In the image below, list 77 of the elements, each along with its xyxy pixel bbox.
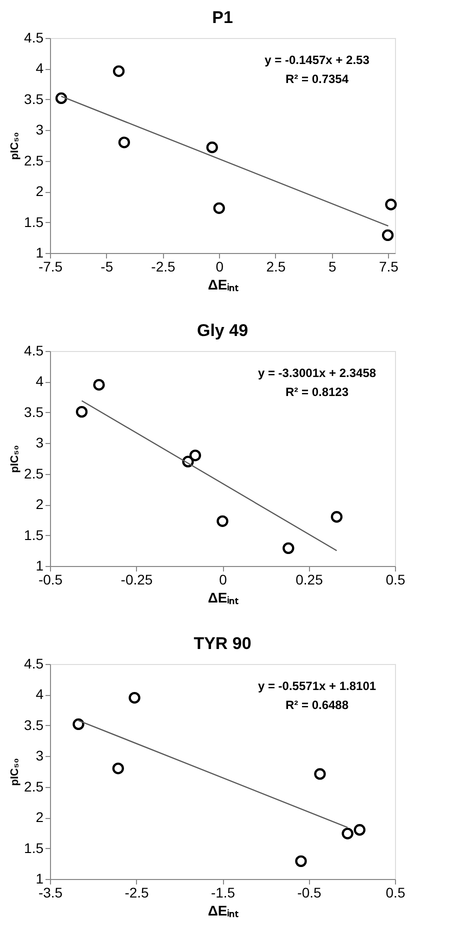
- y-tick-label: 2: [36, 496, 44, 512]
- x-tick-label: 0.5: [386, 884, 406, 900]
- point: [189, 450, 202, 462]
- point: [118, 136, 130, 148]
- point: [330, 511, 343, 523]
- point: [295, 855, 307, 868]
- y-tick-label: 4.5: [24, 342, 44, 358]
- point: [314, 768, 326, 780]
- x-tick-label: -1.5: [210, 884, 236, 900]
- y-tick-label: 3.5: [24, 404, 44, 420]
- chart-title: Gly 49: [196, 321, 248, 340]
- point: [385, 198, 397, 210]
- x-tick-label: 0: [219, 572, 228, 588]
- x-tick-label: 0.5: [386, 572, 406, 588]
- x-tick-label: 7.5: [379, 258, 399, 274]
- annotation: y = -0.1457x + 2.53: [264, 53, 370, 67]
- point: [55, 92, 68, 104]
- chart-title: P1: [212, 8, 233, 27]
- x-tick-label: 0.25: [296, 572, 324, 588]
- x-tick-label: -0.5: [297, 884, 322, 900]
- y-tick-label: 3.5: [24, 90, 44, 107]
- y-axis-title: pIC₅₀: [9, 132, 22, 160]
- x-tick-label: -0.5: [38, 572, 63, 588]
- point: [382, 229, 394, 242]
- x-tick-label: 0: [216, 258, 224, 274]
- x-tick-label: -2.5: [151, 258, 176, 274]
- y-tick-label: 3.5: [24, 716, 44, 733]
- y-tick-label: 4: [36, 686, 44, 702]
- y-tick-label: 1.5: [24, 214, 44, 230]
- x-tick-label: -5: [100, 258, 114, 274]
- y-tick-label: 3: [36, 122, 44, 138]
- point: [342, 828, 354, 840]
- point: [216, 515, 228, 527]
- x-tick-label: -0.25: [120, 572, 153, 588]
- y-tick-label: 3: [36, 434, 44, 451]
- point: [76, 406, 88, 418]
- x-tick-label: 2.5: [266, 258, 286, 274]
- y-axis-title: pIC₅₀: [9, 758, 22, 786]
- x-axis-title: ΔEᵢₙₜ: [208, 902, 240, 918]
- y-tick-label: 1: [36, 870, 44, 886]
- x-tick-label: -2.5: [124, 884, 150, 900]
- x-axis-title: ΔEᵢₙₜ: [208, 590, 240, 606]
- chart-title: TYR 90: [194, 634, 252, 653]
- point: [182, 456, 194, 468]
- annotation: y = -0.5571x + 1.8101: [258, 679, 376, 693]
- point: [72, 718, 84, 730]
- y-axis-title: pIC₅₀: [9, 445, 22, 473]
- annotation: y = -3.3001x + 2.3458: [258, 366, 376, 380]
- point: [112, 762, 124, 774]
- y-tick-label: 2: [36, 809, 44, 826]
- x-tick-label: -3.5: [38, 884, 63, 900]
- point: [282, 542, 294, 554]
- y-tick-label: 3: [36, 748, 44, 764]
- y-tick-label: 1: [36, 558, 44, 574]
- y-tick-label: 1.5: [24, 840, 44, 856]
- y-tick-label: 2: [36, 183, 44, 200]
- point: [213, 202, 225, 214]
- point: [206, 142, 218, 154]
- y-tick-label: 4.5: [24, 30, 44, 46]
- y-tick-label: 2.5: [24, 152, 44, 168]
- point: [354, 824, 366, 836]
- y-tick-label: 4: [36, 60, 44, 76]
- y-tick-label: 2.5: [24, 465, 44, 482]
- y-tick-label: 2.5: [24, 778, 44, 794]
- x-tick-label: -7.5: [38, 258, 63, 274]
- point: [128, 692, 140, 704]
- y-tick-label: 4: [36, 373, 44, 390]
- point: [93, 378, 105, 391]
- y-tick-label: 1.5: [24, 526, 44, 543]
- annotation: R² = 0.6488: [285, 698, 349, 712]
- x-axis-title: ΔEᵢₙₜ: [208, 276, 240, 292]
- point: [112, 65, 125, 78]
- x-tick-label: 5: [328, 258, 336, 274]
- y-tick-label: 1: [36, 244, 44, 260]
- annotation: R² = 0.7354: [285, 72, 349, 86]
- annotation: R² = 0.8123: [285, 385, 349, 399]
- y-tick-label: 4.5: [24, 656, 44, 672]
